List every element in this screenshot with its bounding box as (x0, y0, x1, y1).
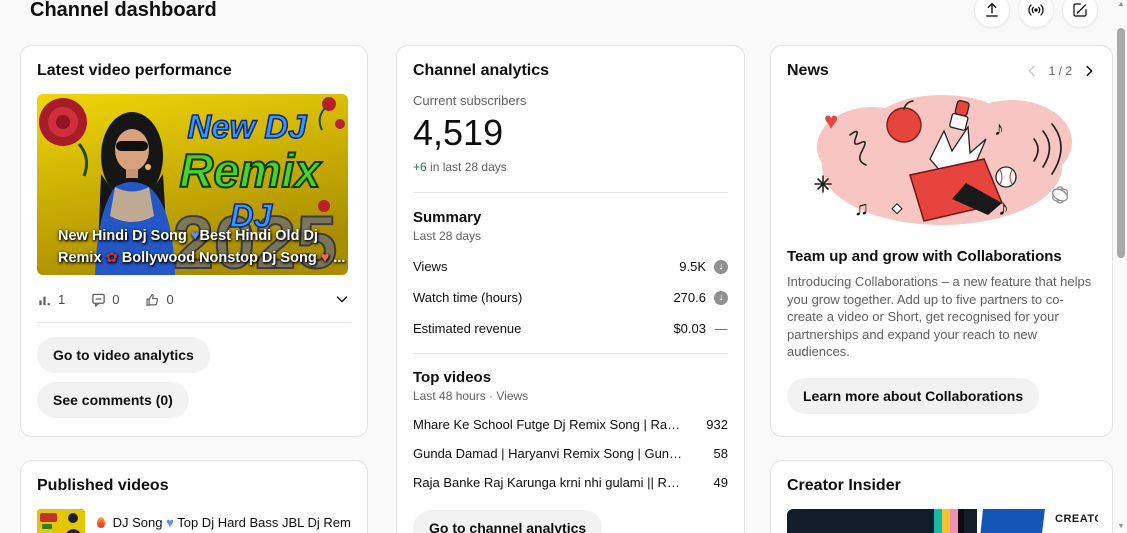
scroll-up-arrow[interactable]: ▲ (1117, 1, 1125, 8)
card-title: Published videos (37, 477, 169, 494)
creator-logo-text: CREATOR (1055, 513, 1098, 525)
music-note-icon: ♫ (854, 198, 869, 220)
thumb-headline-top: New DJ (187, 108, 307, 145)
card-title: Channel analytics (413, 62, 550, 79)
trend-down-icon: ↓ (714, 259, 728, 274)
likes-stat: 0 (145, 291, 174, 307)
top-video-row[interactable]: Gunda Damad | Haryanvi Remix Song | Gund… (413, 446, 728, 461)
video-title-overlay: New Hindi Dj Song ♥Best Hindi Old Dj Rem… (58, 228, 346, 266)
summary-row-views: Views 9.5K ↓ (413, 259, 728, 274)
go-to-channel-analytics-button[interactable]: Go to channel analytics (413, 510, 603, 533)
next-page-button[interactable] (1082, 64, 1096, 78)
music-note-icon: ♪ (994, 118, 1004, 140)
top-video-row[interactable]: Mhare Ke School Futge Dj Remix Song | Ra… (413, 417, 728, 432)
published-video-row[interactable]: DJ Song ♥ Top Dj Hard Bass JBL Dj Remix … (37, 509, 351, 533)
views-stat: 1 (37, 292, 65, 307)
latest-video-thumbnail[interactable]: 2025 New DJ (37, 94, 348, 275)
news-body: Introducing Collaborations – a new featu… (787, 274, 1092, 359)
collaborations-illustration: ♥ ♪ ♪ ♫ (787, 84, 1096, 240)
divider (413, 192, 728, 193)
edit-icon (1073, 3, 1087, 17)
prev-page-button[interactable] (1025, 64, 1039, 78)
channel-analytics-card: Channel analytics Current subscribers 4,… (396, 45, 745, 533)
news-pagination: 1 / 2 (1025, 64, 1096, 78)
scrollbar: ▲ ▼ (1115, 0, 1127, 533)
go-live-button[interactable] (1018, 0, 1054, 28)
top-video-row[interactable]: Raja Banke Raj Karunga krni nhi gulami |… (413, 475, 728, 490)
go-to-video-analytics-button[interactable]: Go to video analytics (37, 337, 210, 373)
subscribers-value: 4,519 (413, 112, 504, 153)
views-value: 9.5K (679, 259, 706, 274)
top-videos-subtitle: Last 48 hours · Views (413, 389, 529, 403)
blue-heart-icon: ♥ (166, 515, 174, 530)
blue-heart-icon: ♥ (190, 228, 200, 244)
chevron-left-icon (1028, 65, 1035, 77)
scroll-down-arrow[interactable]: ▼ (1117, 523, 1125, 530)
scrollbar-thumb[interactable] (1117, 28, 1125, 258)
card-title: Latest video performance (37, 62, 232, 79)
page-title: Channel dashboard (30, 0, 217, 21)
thumb-headline-sub: DJ (230, 197, 273, 234)
news-card: News 1 / 2 ♥ (770, 45, 1113, 437)
rose-icon: ✿ (105, 250, 118, 266)
revenue-value: $0.03 (673, 321, 706, 336)
published-video-thumbnail (37, 509, 85, 533)
see-comments-button[interactable]: See comments (0) (37, 382, 189, 418)
summary-row-revenue: Estimated revenue $0.03 — (413, 321, 728, 336)
thumbs-up-icon (146, 293, 159, 306)
comment-icon (92, 293, 106, 307)
comments-count: 0 (112, 291, 120, 307)
sticker-doodle-graphic: ♥ ♪ ♪ ♫ (813, 95, 1072, 225)
flame-icon (97, 517, 105, 528)
summary-title: Summary (413, 209, 482, 226)
creator-insider-card: Creator Insider CREATOR (770, 460, 1113, 533)
card-title: Creator Insider (787, 477, 901, 494)
published-videos-card: Published videos DJ Song ♥ Top Dj Hard B… (20, 460, 368, 533)
upload-button[interactable] (974, 0, 1010, 28)
subscribers-label: Current subscribers (413, 93, 527, 108)
upload-icon (986, 2, 998, 17)
likes-count: 0 (166, 291, 174, 307)
thumb-headline-main: Remix (179, 144, 322, 197)
creator-insider-thumbnail[interactable]: CREATOR (787, 509, 1098, 533)
go-live-icon (1028, 4, 1044, 16)
video-stats-row: 1 0 0 (37, 290, 351, 308)
watch-time-value: 270.6 (673, 290, 706, 305)
flower-doodle (1051, 186, 1068, 204)
views-count: 1 (58, 291, 66, 307)
learn-more-button[interactable]: Learn more about Collaborations (787, 377, 1040, 414)
trend-flat-icon: — (714, 321, 728, 336)
latest-video-performance-card: Latest video performance 2025 (20, 45, 368, 437)
analytics-bars-icon (39, 296, 50, 305)
create-post-button[interactable] (1062, 0, 1098, 28)
chevron-right-icon (1086, 65, 1093, 77)
published-video-title: DJ Song ♥ Top Dj Hard Bass JBL Dj Remix … (97, 515, 351, 530)
woman-graphic (95, 112, 175, 275)
thumbnail-artwork: 2025 New DJ (37, 94, 348, 275)
card-title: News (787, 62, 829, 79)
top-videos-title: Top videos (413, 369, 492, 386)
heart-icon: ♥ (320, 250, 330, 266)
summary-row-watch-time: Watch time (hours) 270.6 ↓ (413, 290, 728, 305)
trend-down-icon: ↓ (714, 290, 728, 305)
summary-subtitle: Last 28 days (413, 229, 482, 243)
expand-stats-button[interactable] (333, 290, 351, 308)
heart-doodle: ♥ (824, 108, 838, 135)
divider (37, 322, 351, 323)
chevron-down-icon (336, 296, 348, 303)
music-note-icon: ♪ (998, 195, 1009, 220)
svg-text:2025: 2025 (173, 201, 338, 275)
comments-stat: 0 (91, 292, 119, 307)
subscribers-delta: +6 in last 28 days (413, 160, 507, 174)
page-indicator: 1 / 2 (1048, 64, 1072, 78)
news-headline: Team up and grow with Collaborations (787, 248, 1062, 265)
divider (413, 353, 728, 354)
